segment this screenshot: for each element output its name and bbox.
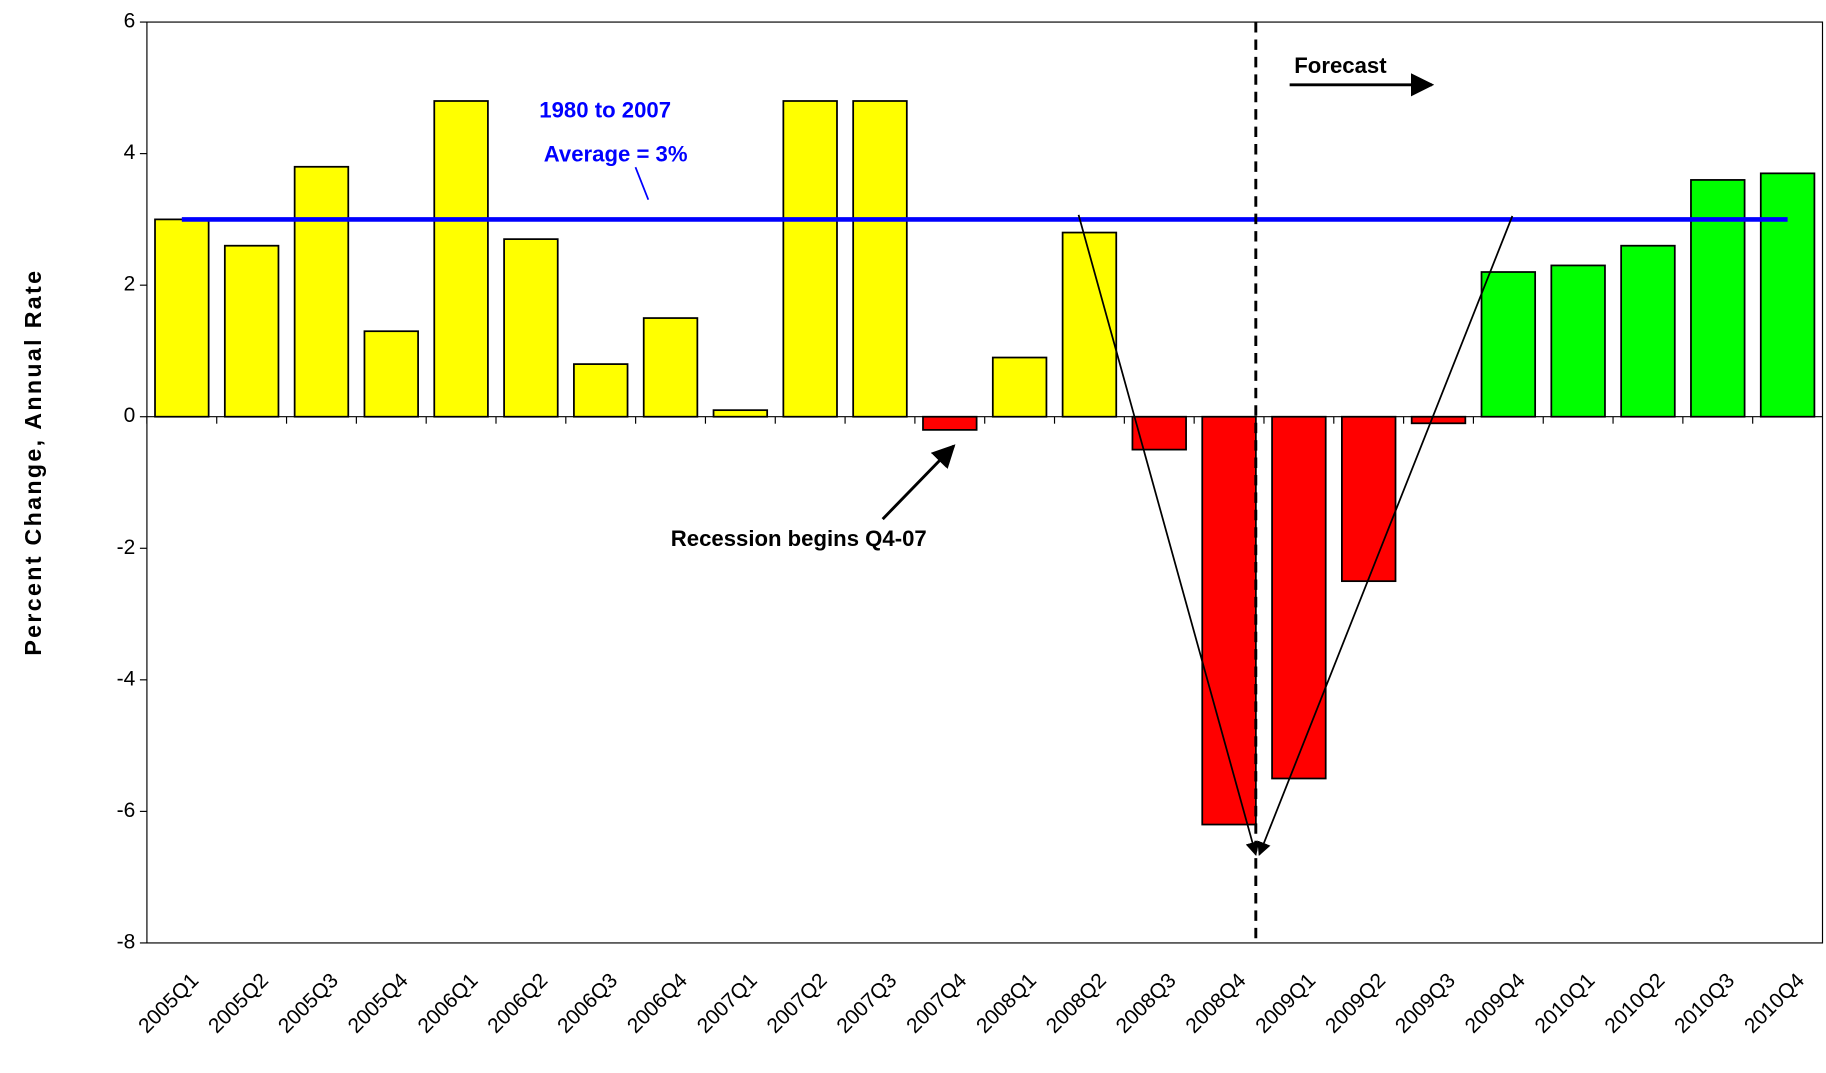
y-tick-label: -6 — [117, 799, 136, 822]
bar — [1061, 231, 1118, 418]
recession-arrow — [881, 444, 956, 521]
x-tick-label: 2007Q2 — [763, 969, 832, 1038]
bar — [1550, 264, 1606, 418]
x-tick-label: 2010Q3 — [1670, 969, 1739, 1038]
bar — [1480, 271, 1537, 418]
bar — [154, 218, 210, 418]
x-tick-label: 2006Q1 — [413, 969, 482, 1038]
y-tick-label: 4 — [124, 141, 136, 164]
y-axis-title: Percent Change, Annual Rate — [20, 269, 46, 656]
plot-area — [146, 21, 1824, 944]
bar — [503, 238, 559, 418]
bar — [293, 165, 350, 418]
bar — [852, 100, 908, 418]
y-tick-label: -2 — [117, 536, 136, 559]
bar — [1620, 244, 1676, 418]
y-tick-label: 2 — [124, 273, 136, 296]
bar — [1201, 415, 1257, 826]
x-tick-label: 2010Q2 — [1600, 969, 1669, 1038]
average-label: Average = 3% — [544, 141, 688, 166]
x-tick-label: 2006Q2 — [483, 969, 552, 1038]
bar — [1410, 415, 1467, 425]
bar — [642, 317, 699, 418]
x-tick-label: 2005Q3 — [274, 969, 343, 1038]
recession-label: Recession begins Q4-07 — [671, 526, 927, 551]
x-tick-label: 2010Q1 — [1531, 969, 1600, 1038]
v-arrow — [1077, 214, 1260, 857]
bar — [1341, 415, 1397, 583]
y-tick-label: -4 — [117, 667, 136, 690]
x-tick-label: 2008Q3 — [1112, 969, 1181, 1038]
y-tick-label: 6 — [124, 10, 136, 33]
bar — [573, 363, 629, 418]
x-tick-label: 2006Q4 — [623, 969, 692, 1038]
bar — [712, 409, 769, 418]
y-tick-label: -8 — [117, 930, 136, 953]
x-tick-label: 2010Q4 — [1740, 969, 1809, 1038]
bar — [782, 100, 838, 418]
x-tick-label: 2007Q1 — [693, 969, 762, 1038]
v-arrow — [1257, 215, 1514, 856]
x-tick-label: 2007Q3 — [832, 969, 901, 1038]
bar — [1690, 179, 1746, 418]
bar — [1759, 172, 1816, 418]
x-tick-label: 2009Q3 — [1391, 969, 1460, 1038]
x-tick-label: 2007Q4 — [902, 969, 971, 1038]
x-tick-label: 2008Q4 — [1181, 969, 1250, 1038]
x-tick-label: 2005Q2 — [204, 969, 273, 1038]
bar — [363, 330, 419, 418]
bar — [433, 100, 489, 418]
x-tick-label: 2008Q1 — [972, 969, 1041, 1038]
bar — [1271, 415, 1327, 780]
average-label: 1980 to 2007 — [539, 97, 671, 122]
y-tick-label: 0 — [124, 404, 136, 427]
x-tick-label: 2008Q2 — [1042, 969, 1111, 1038]
bar — [991, 356, 1048, 418]
x-tick-label: 2009Q4 — [1461, 969, 1530, 1038]
x-tick-label: 2006Q3 — [553, 969, 622, 1038]
bar — [223, 244, 280, 418]
x-tick-label: 2009Q1 — [1251, 969, 1320, 1038]
average-pointer — [634, 166, 650, 201]
bar — [1131, 415, 1187, 451]
forecast-label: Forecast — [1294, 53, 1387, 78]
x-tick-label: 2009Q2 — [1321, 969, 1390, 1038]
x-tick-label: 2005Q1 — [134, 969, 203, 1038]
bar — [922, 415, 978, 431]
x-tick-label: 2005Q4 — [344, 969, 413, 1038]
